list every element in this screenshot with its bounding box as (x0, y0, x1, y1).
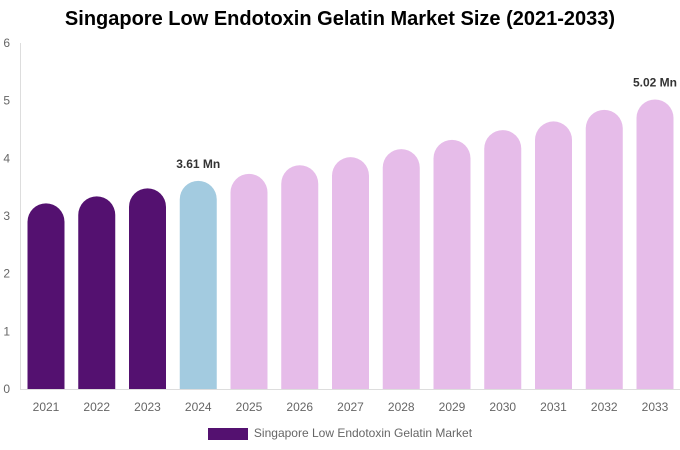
y-tick-label: 0 (3, 382, 10, 396)
legend-label: Singapore Low Endotoxin Gelatin Market (253, 426, 473, 440)
x-tick-label: 2030 (489, 400, 516, 414)
bar-2025 (230, 173, 268, 389)
bar-2028 (382, 149, 420, 389)
bar-2029 (433, 139, 471, 389)
data-label-2024: 3.61 Mn (176, 157, 220, 171)
bar-2033 (636, 99, 674, 389)
y-tick-label: 3 (3, 209, 10, 223)
x-tick-label: 2032 (591, 400, 618, 414)
bar-2024 (179, 180, 217, 389)
x-tick-label: 2024 (185, 400, 212, 414)
bar-2030 (484, 130, 522, 389)
chart-title: Singapore Low Endotoxin Gelatin Market S… (64, 8, 616, 30)
y-tick-label: 5 (3, 94, 10, 108)
x-tick-label: 2033 (642, 400, 669, 414)
y-tick-label: 1 (3, 324, 10, 338)
bar-2031 (535, 121, 572, 390)
x-tick-label: 2026 (286, 400, 313, 414)
legend: Singapore Low Endotoxin Gelatin Market (0, 426, 680, 440)
x-tick-label: 2027 (337, 400, 364, 414)
bar-2021 (27, 203, 65, 389)
bar-2032 (585, 109, 623, 390)
bar-2023 (129, 188, 166, 389)
x-tick-label: 2025 (236, 400, 263, 414)
x-tick-label: 2031 (540, 400, 567, 414)
y-tick-label: 2 (3, 267, 10, 281)
bar-2026 (281, 165, 319, 389)
y-tick-label: 6 (3, 36, 10, 50)
bar-2022 (78, 196, 116, 389)
x-tick-label: 2023 (134, 400, 161, 414)
x-tick-label: 2028 (388, 400, 415, 414)
bar-2027 (332, 157, 369, 389)
x-tick-label: 2022 (83, 400, 110, 414)
x-tick-label: 2021 (33, 400, 60, 414)
data-label-2033: 5.02 Mn (633, 76, 677, 90)
y-tick-label: 4 (3, 151, 10, 165)
x-tick-label: 2029 (439, 400, 466, 414)
legend-swatch (207, 427, 248, 440)
